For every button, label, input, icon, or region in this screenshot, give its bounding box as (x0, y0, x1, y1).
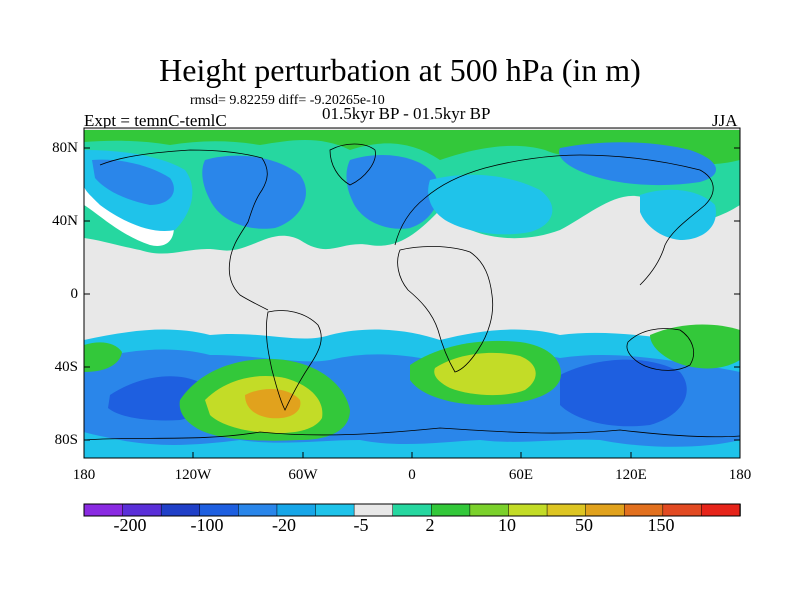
coast-north-america (99, 149, 269, 311)
map-title: Height perturbation at 500 hPa (in m) (159, 52, 641, 88)
colorbar-label: -100 (190, 515, 224, 535)
contour-atlantic-blue (346, 155, 439, 229)
contour-atl-yellow (434, 352, 536, 396)
contour-na-blue (92, 159, 174, 205)
contour-asia-blue (559, 142, 717, 186)
colorbar (83, 503, 741, 517)
coast-australia (626, 328, 694, 371)
contour-sa-orange (245, 388, 301, 419)
season-label: JJA (712, 111, 738, 130)
colorbar-frame (83, 503, 741, 517)
lat-label-80s: 80S (54, 432, 78, 448)
contour-europe-cyan (428, 174, 553, 235)
contour-west-green (84, 342, 122, 372)
contour-aus-green (650, 324, 740, 369)
experiment-label: Expt = temnC-temlC (84, 111, 227, 130)
colorbar-label: 2 (425, 515, 435, 535)
contour-canada-blue (202, 155, 306, 229)
lon-label-120e: 120E (615, 467, 647, 483)
coastlines (84, 143, 740, 441)
colorbar-label: 10 (498, 515, 516, 535)
coast-greenland (329, 143, 376, 186)
lat-label-40n: 40N (52, 213, 78, 229)
lat-label-80n: 80N (52, 140, 78, 156)
lat-label-40s: 40S (54, 359, 78, 375)
coast-antarctica (84, 427, 740, 441)
lon-label-180w: 180 (72, 467, 96, 483)
colorbar-label: 50 (575, 515, 593, 535)
lat-label-0: 0 (70, 286, 79, 302)
contour-io-darkblue (560, 359, 687, 427)
colorbar-label: 150 (647, 515, 675, 535)
stats-text: rmsd= 9.82259 diff= -9.20265e-10 (190, 93, 385, 108)
lon-label-60w: 60W (288, 467, 318, 483)
lon-label-60e: 60E (508, 467, 534, 483)
lon-label-180e: 180 (728, 467, 752, 483)
coast-south-america (265, 310, 322, 411)
coast-eurasia (394, 154, 714, 286)
period-label: 01.5kyr BP - 01.5kyr BP (322, 104, 491, 123)
axis-ticks (83, 147, 741, 458)
contour-pacific-cyan (640, 189, 716, 240)
coast-africa (397, 246, 494, 373)
colorbar-label: -200 (113, 515, 147, 535)
colorbar-label: -20 (272, 515, 296, 535)
lon-label-0: 0 (408, 467, 416, 483)
lon-label-120w: 120W (174, 467, 212, 483)
colorbar-label: -5 (353, 515, 369, 535)
colorbar-swatch (701, 503, 741, 517)
